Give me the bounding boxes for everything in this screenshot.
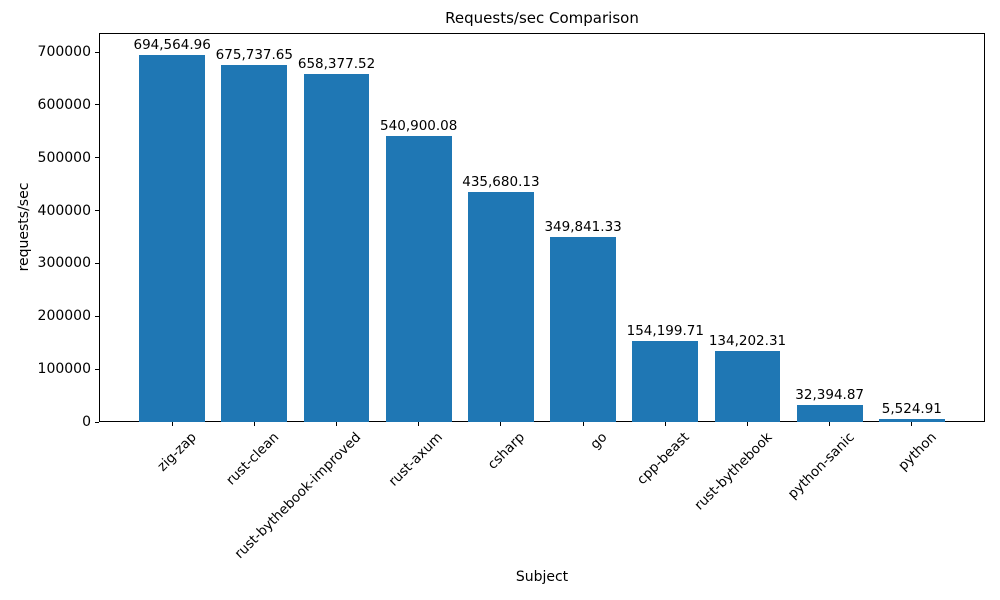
bar-value-label: 154,199.71 (626, 322, 704, 339)
x-tick-mark (582, 422, 584, 426)
y-tick-label: 300000 (37, 255, 91, 272)
bar-value-label: 675,737.65 (215, 46, 293, 63)
x-tick-mark (746, 422, 748, 426)
chart-title: Requests/sec Comparison (445, 9, 639, 27)
y-tick-mark (95, 104, 99, 106)
y-tick-label: 200000 (37, 308, 91, 325)
bar-value-label: 5,524.91 (881, 401, 942, 418)
bar (385, 136, 452, 422)
bar-value-label: 540,900.08 (380, 118, 458, 135)
y-tick-mark (95, 421, 99, 423)
bar-value-label: 349,841.33 (544, 219, 622, 236)
bar (632, 340, 699, 422)
x-tick-mark (171, 422, 173, 426)
y-tick-mark (95, 368, 99, 370)
x-tick-mark (829, 422, 831, 426)
x-tick-mark (664, 422, 666, 426)
bar-value-label: 32,394.87 (795, 386, 865, 403)
bar-value-label: 658,377.52 (297, 56, 376, 73)
y-tick-mark (95, 262, 99, 264)
x-tick-mark (500, 422, 502, 426)
bar (878, 419, 945, 422)
y-tick-mark (95, 157, 99, 159)
y-tick-label: 0 (82, 414, 91, 430)
bar-value-label: 694,564.96 (133, 36, 211, 53)
bar (550, 237, 616, 422)
y-tick-label: 600000 (37, 96, 91, 113)
y-tick-mark (95, 210, 99, 212)
y-tick-label: 400000 (37, 202, 91, 219)
x-axis-label: Subject (515, 569, 569, 585)
x-tick-mark (911, 422, 913, 426)
y-tick-mark (95, 315, 99, 317)
x-tick-mark (418, 422, 420, 426)
bar (221, 64, 288, 422)
x-tick-mark (336, 422, 338, 426)
y-tick-label: 100000 (37, 361, 91, 378)
bar-value-label: 435,680.13 (462, 173, 540, 190)
y-tick-label: 500000 (37, 149, 91, 166)
bar (714, 351, 781, 422)
x-tick-mark (253, 422, 255, 426)
bar-value-label: 134,202.31 (708, 333, 787, 350)
y-tick-mark (95, 51, 99, 53)
bar (468, 191, 534, 422)
bar (139, 54, 206, 422)
y-tick-label: 700000 (37, 44, 91, 61)
bar (303, 74, 370, 422)
bar (796, 404, 863, 422)
